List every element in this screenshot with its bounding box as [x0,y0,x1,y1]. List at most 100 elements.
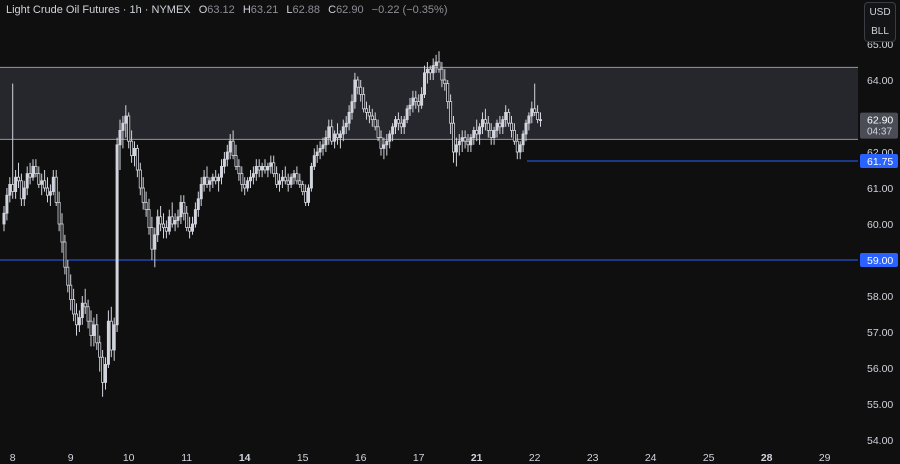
low-label: L [286,4,293,16]
candle-body [92,324,96,336]
currency-label: USD [869,7,891,18]
candle-body [275,173,279,185]
candle-body [263,165,267,171]
candle-body [202,176,206,185]
candle-body [304,191,308,203]
x-tick-label: 29 [819,452,831,464]
candle-body [228,140,232,153]
candle-body [480,119,484,128]
candle-body [57,201,61,225]
candle-body [182,201,186,214]
candle-body [109,320,113,351]
resistance-zone [0,67,858,140]
candle-body [121,122,125,131]
candle-body [367,112,371,117]
candle-body [234,155,238,167]
candle-body [219,165,223,178]
candle-body [283,176,287,182]
candle-body [196,198,200,211]
candle-body [536,112,540,121]
candle-body [396,119,400,124]
candle-body [289,176,293,185]
candle-body [80,302,84,319]
last-price-value: 62.90 [867,115,893,127]
candle-body [199,183,203,200]
candle-body [341,126,345,135]
candle-body [486,122,490,131]
candle-body [306,187,310,203]
candle-body [379,137,383,149]
y-tick-label: 56.00 [867,363,893,375]
y-tick-label: 58.00 [867,291,893,303]
candle-body [454,144,458,153]
y-tick-label: 64.00 [867,75,893,87]
candle-body [112,324,116,351]
candle-body [286,180,290,185]
candle-body [277,180,281,185]
candle-body [451,122,455,153]
candle-body [77,317,81,326]
candle-body [138,169,142,189]
candle-body [150,227,154,250]
candle-body [130,140,134,156]
candle-body [135,147,139,171]
candle-body [489,129,493,138]
candle-body [272,162,276,175]
x-tick-label: 28 [761,452,773,464]
open-label: O [198,4,208,16]
open-value: 63.12 [207,4,235,16]
candle-body [240,173,244,185]
candle-body [425,68,429,74]
candle-body [466,140,470,146]
candle-body [66,266,70,286]
candle-body [54,176,58,203]
x-tick-label: 9 [68,452,74,464]
candle-body [51,176,55,192]
candle-body [144,201,148,210]
candle-body [31,165,35,178]
candle-body [170,216,174,225]
candle-body [478,126,482,135]
candle-body [370,115,374,120]
candle-body [521,133,525,146]
candle-body [515,140,519,153]
candle-body [243,183,247,189]
candle-body [327,126,331,139]
candle-body [347,112,351,124]
candle-body [399,122,403,128]
candle-body [164,227,168,232]
candle-body [214,176,218,182]
level-tag [860,253,898,267]
candle-body [356,79,360,88]
candle-body [185,212,189,228]
candle-body [248,176,252,182]
candle-body [443,79,447,84]
candle-body [417,101,421,106]
price-axis [858,0,900,464]
candle-body [460,137,464,142]
candle-body [260,165,264,171]
candle-body [254,165,258,174]
candle-body [115,144,119,326]
candle-body [315,151,319,156]
candle-body [167,216,171,232]
candle-body [414,97,418,102]
candle-body [408,104,412,110]
candle-body [512,129,516,142]
candle-body [159,216,163,225]
candle-body [75,313,79,326]
candle-body [101,356,105,383]
candle-body [295,173,299,182]
candle-body [509,122,513,131]
candle-body [237,165,241,174]
currency-unit-button[interactable]: USD BLL [864,2,896,42]
y-tick-label: 60.00 [867,219,893,231]
candle-body [188,227,192,232]
level-tag-label: 59.00 [867,255,893,267]
candle-body [89,320,93,337]
candle-body [437,61,441,70]
candle-body [106,320,110,365]
candle-body [19,180,23,200]
candle-body [28,173,32,178]
